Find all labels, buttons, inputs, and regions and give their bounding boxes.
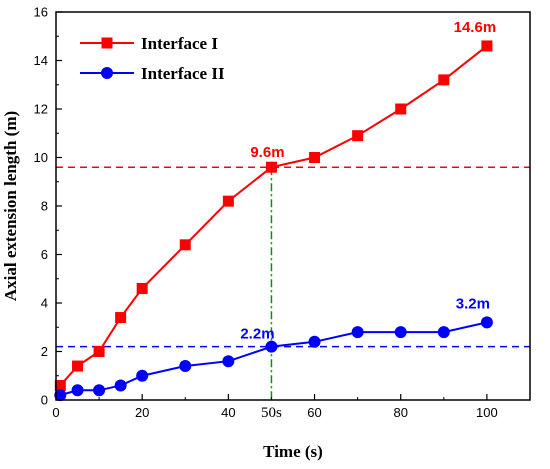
data-point-square — [115, 312, 127, 324]
data-point-circle — [114, 379, 127, 392]
data-annotation: 9.6m — [250, 144, 284, 161]
data-point-circle — [437, 326, 450, 339]
legend-marker-square — [101, 37, 113, 49]
y-tick-label: 14 — [34, 53, 48, 68]
x-tick-label: 80 — [393, 405, 407, 420]
y-tick-label: 16 — [34, 5, 48, 20]
legend: Interface I Interface II — [80, 34, 225, 83]
series-layer — [54, 40, 493, 402]
data-point-square — [352, 130, 364, 142]
x-axis-title: Time (s) — [263, 442, 323, 461]
reference-lines: 50s — [56, 166, 530, 421]
x-tick-label: 0 — [52, 405, 59, 420]
data-point-square — [481, 40, 493, 52]
data-point-circle — [222, 355, 235, 368]
legend-label: Interface I — [141, 34, 218, 53]
y-tick-label: 2 — [41, 344, 48, 359]
legend-marker-circle — [101, 67, 113, 79]
y-tick-label: 6 — [41, 247, 48, 262]
y-axis-title: Axial extension length (m) — [1, 111, 20, 301]
data-point-square — [222, 195, 234, 207]
plot-frame — [55, 11, 531, 401]
data-point-circle — [265, 340, 278, 353]
data-point-circle — [54, 389, 67, 402]
data-annotation: 2.2m — [240, 326, 274, 343]
data-point-square — [309, 152, 321, 163]
data-point-square — [265, 161, 277, 173]
data-point-square — [395, 103, 407, 115]
y-tick-label: 0 — [41, 393, 48, 408]
data-point-circle — [93, 384, 106, 397]
data-point-square — [72, 360, 84, 372]
annotations: 14.6m 9.6m 2.2m 3.2m — [240, 19, 496, 343]
y-tick-label: 8 — [41, 199, 48, 214]
data-annotation: 14.6m — [454, 19, 497, 36]
x-tick-label: 100 — [476, 405, 498, 420]
axis-ticks: 0 20 40 60 80 100 0 2 4 6 8 10 12 14 16 — [34, 5, 498, 421]
data-point-square — [136, 282, 148, 294]
legend-label: Interface II — [141, 64, 225, 83]
data-point-square — [54, 379, 66, 391]
data-point-circle — [71, 384, 84, 397]
data-point-circle — [394, 326, 407, 339]
y-tick-label: 12 — [34, 102, 48, 117]
data-point-circle — [179, 360, 192, 373]
data-point-circle — [480, 316, 493, 329]
x-tick-label: 20 — [135, 405, 149, 420]
data-point-square — [179, 239, 191, 251]
data-point-square — [438, 74, 450, 86]
y-tick-label: 10 — [34, 150, 48, 165]
data-annotation: 3.2m — [456, 295, 490, 312]
x-tick-label: 40 — [221, 405, 235, 420]
data-point-circle — [308, 335, 321, 348]
data-point-circle — [351, 326, 364, 339]
data-point-square — [93, 346, 105, 357]
y-tick-label: 4 — [41, 296, 48, 311]
reference-line-label: 50s — [261, 405, 282, 421]
x-tick-label: 60 — [307, 405, 321, 420]
data-point-circle — [136, 369, 149, 382]
